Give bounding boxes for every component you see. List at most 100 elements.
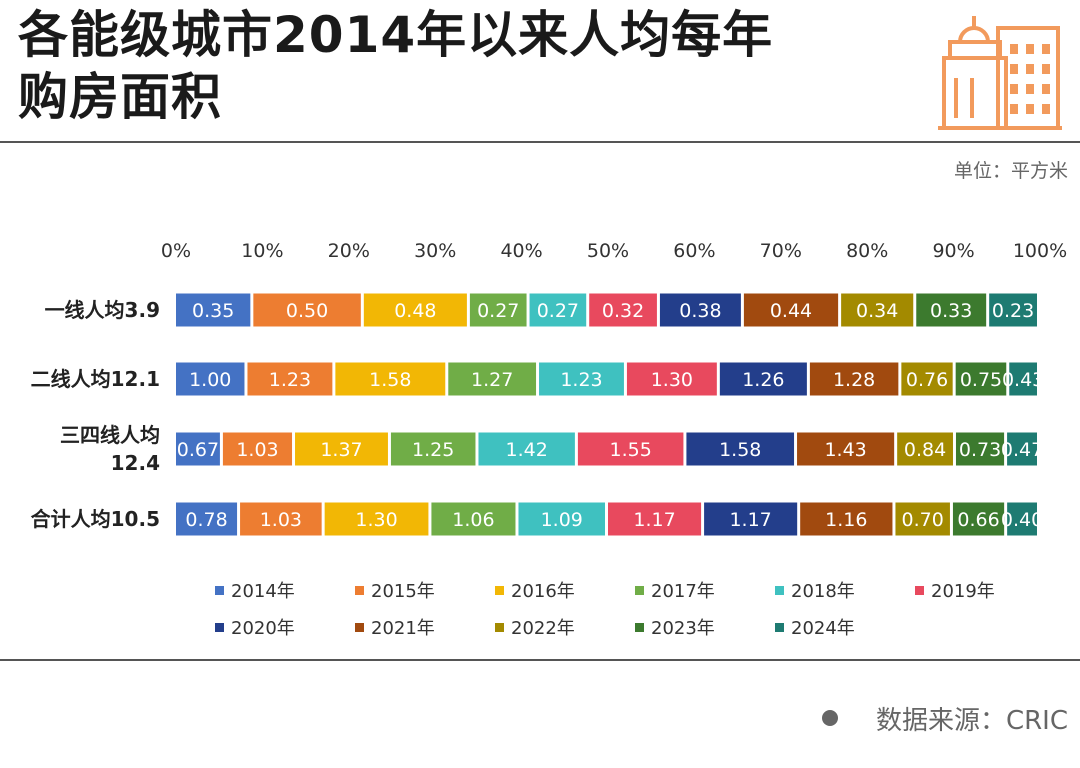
data-label: 0.78 <box>185 509 227 531</box>
legend-label: 2014年 <box>231 581 295 602</box>
bar-segment <box>916 293 987 327</box>
data-label: 1.16 <box>825 509 867 531</box>
legend-swatch <box>635 586 644 595</box>
legend-label: 2017年 <box>651 581 715 602</box>
data-label: 1.27 <box>471 369 513 391</box>
legend-swatch <box>635 623 644 632</box>
source-text: 数据来源：CRIC <box>875 706 1068 736</box>
legend-swatch <box>495 623 504 632</box>
category-label: 一线人均3.9 <box>45 298 160 322</box>
source-note: 数据来源：CRIC <box>821 700 1068 737</box>
bar-segment <box>324 502 429 536</box>
data-label: 1.30 <box>651 369 693 391</box>
x-tick-label: 80% <box>846 240 888 262</box>
bar-segment <box>809 362 899 396</box>
data-label: 1.30 <box>355 509 397 531</box>
category-label: 二线人均12.1 <box>31 367 160 391</box>
bar-segment <box>1007 432 1037 466</box>
data-label: 1.06 <box>452 509 494 531</box>
data-label: 1.58 <box>369 369 411 391</box>
data-label: 0.47 <box>1001 439 1043 461</box>
category-label: 三四线人均 <box>60 423 160 447</box>
data-label: 0.73 <box>959 439 1001 461</box>
header-divider <box>0 141 1080 143</box>
bar-segment <box>989 293 1037 327</box>
bar-segment <box>719 362 807 396</box>
title-line-1: 各能级城市2014年以来人均每年 <box>18 6 774 64</box>
legend-label: 2022年 <box>511 618 575 639</box>
bar-segment <box>955 432 1005 466</box>
bar-segment <box>895 502 950 536</box>
data-label: 1.43 <box>824 439 866 461</box>
bar-segment <box>743 293 839 327</box>
bar-segment <box>1007 502 1037 536</box>
bar-segment <box>176 293 251 327</box>
data-label: 0.35 <box>192 300 234 322</box>
bar-segment <box>448 362 537 396</box>
bar-segment <box>478 432 575 466</box>
bar-segment <box>431 502 516 536</box>
building-icon <box>938 16 1062 130</box>
x-tick-label: 90% <box>932 240 974 262</box>
bar-segment <box>529 293 587 327</box>
data-label: 0.27 <box>537 300 579 322</box>
x-tick-label: 10% <box>241 240 283 262</box>
data-label: 1.23 <box>560 369 602 391</box>
chart-title: 各能级城市2014年以来人均每年 购房面积 <box>18 4 918 128</box>
bar-segment <box>608 502 702 536</box>
bar-segment <box>295 432 388 466</box>
bar-segment <box>686 432 795 466</box>
x-tick-label: 100% <box>1013 240 1067 262</box>
data-label: 0.76 <box>906 369 948 391</box>
bar-segment <box>363 293 467 327</box>
x-tick-label: 60% <box>673 240 715 262</box>
legend-label: 2015年 <box>371 581 435 602</box>
x-tick-label: 20% <box>328 240 370 262</box>
data-label: 1.26 <box>742 369 784 391</box>
data-label: 1.42 <box>506 439 548 461</box>
data-label: 1.55 <box>609 439 651 461</box>
bar-segment <box>240 502 322 536</box>
data-label: 0.70 <box>902 509 944 531</box>
legend-swatch <box>215 586 224 595</box>
data-label: 1.03 <box>236 439 278 461</box>
data-label: 0.43 <box>1002 369 1044 391</box>
bar-segment <box>469 293 527 327</box>
legend-swatch <box>495 586 504 595</box>
x-tick-label: 50% <box>587 240 629 262</box>
data-label: 0.23 <box>992 300 1034 322</box>
x-tick-label: 0% <box>161 240 191 262</box>
legend-label: 2016年 <box>511 581 575 602</box>
bar-segment <box>335 362 446 396</box>
legend-swatch <box>355 623 364 632</box>
legend-label: 2021年 <box>371 618 435 639</box>
bar-segment <box>518 502 605 536</box>
data-label: 0.84 <box>904 439 946 461</box>
footer-divider <box>0 659 1080 661</box>
legend-label: 2018年 <box>791 581 855 602</box>
bar-segment <box>247 362 333 396</box>
data-label: 0.66 <box>957 509 999 531</box>
bar-segment <box>797 432 895 466</box>
data-label: 1.09 <box>541 509 583 531</box>
data-label: 1.00 <box>189 369 231 391</box>
bar-segment <box>800 502 893 536</box>
data-label: 0.32 <box>602 300 644 322</box>
data-label: 1.23 <box>269 369 311 391</box>
bar-segment <box>577 432 684 466</box>
bar-segment <box>897 432 953 466</box>
bar-segment <box>626 362 717 396</box>
data-label: 1.58 <box>719 439 761 461</box>
x-tick-label: 40% <box>500 240 542 262</box>
bar-segment <box>901 362 953 396</box>
bar-segment <box>1009 362 1037 396</box>
data-label: 1.28 <box>833 369 875 391</box>
bar-segment <box>704 502 798 536</box>
data-label: 1.03 <box>260 509 302 531</box>
data-label: 0.50 <box>286 300 328 322</box>
data-label: 0.33 <box>930 300 972 322</box>
data-label: 0.34 <box>856 300 898 322</box>
data-label: 1.17 <box>633 509 675 531</box>
x-tick-label: 30% <box>414 240 456 262</box>
